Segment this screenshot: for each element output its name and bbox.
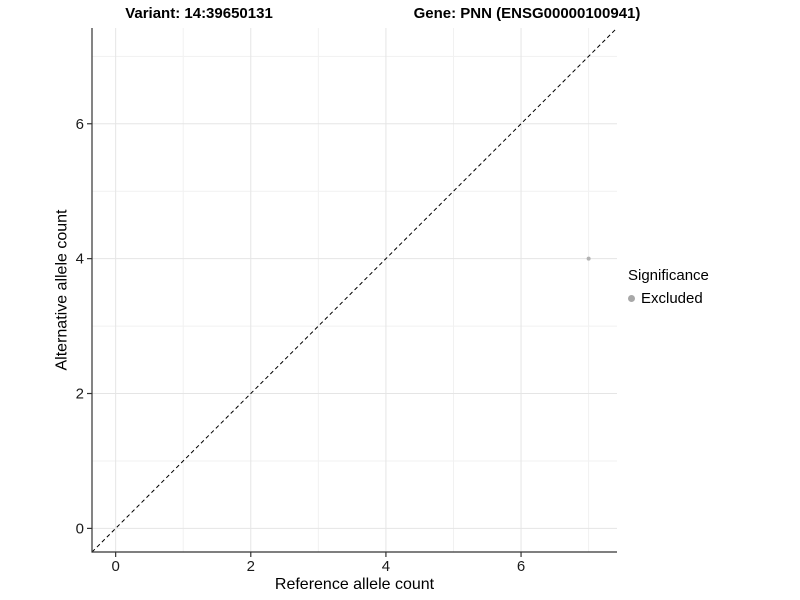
identity-line bbox=[91, 27, 618, 553]
legend-point-icon bbox=[628, 295, 635, 302]
legend: Significance Excluded bbox=[628, 267, 709, 307]
plot-title-gene: Gene: PNN (ENSG00000100941) bbox=[413, 5, 641, 22]
y-tick-label: 6 bbox=[76, 116, 84, 133]
data-point bbox=[586, 256, 591, 261]
y-tick-label: 2 bbox=[76, 386, 84, 403]
y-tick-label: 4 bbox=[76, 251, 84, 268]
y-axis-title-container: Alternative allele count bbox=[42, 28, 82, 552]
x-tick-label: 4 bbox=[382, 558, 390, 575]
x-tick-label: 6 bbox=[517, 558, 525, 575]
y-axis-title: Alternative allele count bbox=[53, 209, 71, 371]
legend-title: Significance bbox=[628, 267, 709, 284]
x-tick-label: 2 bbox=[247, 558, 255, 575]
y-tick-label: 0 bbox=[76, 520, 84, 537]
x-tick-label: 0 bbox=[111, 558, 119, 575]
x-axis-title: Reference allele count bbox=[274, 576, 435, 593]
legend-item-excluded: Excluded bbox=[628, 290, 709, 307]
legend-item-label: Excluded bbox=[641, 290, 703, 307]
plot-title-variant: Variant: 14:39650131 bbox=[125, 5, 273, 22]
